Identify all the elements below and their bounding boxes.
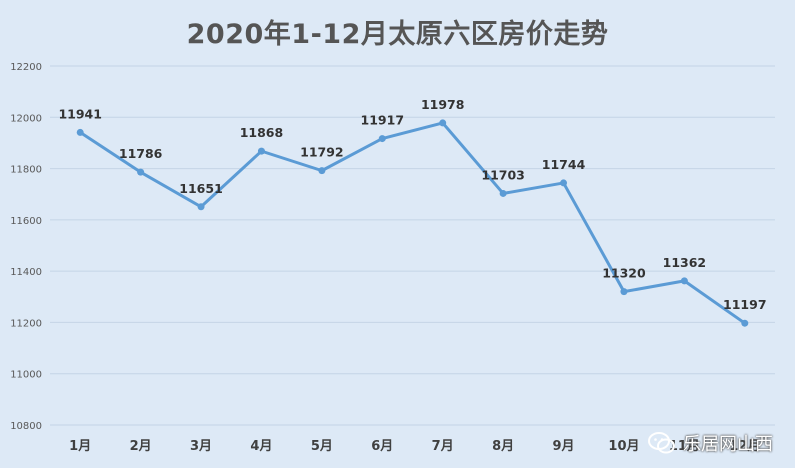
data-label: 11792 [300, 145, 344, 160]
data-label: 11362 [663, 255, 707, 270]
x-tick-label: 8月 [492, 439, 514, 454]
data-point [560, 179, 568, 187]
x-tick-label: 10月 [608, 439, 639, 454]
data-label: 11917 [361, 113, 405, 128]
data-point [439, 119, 447, 127]
y-tick-label: 12000 [10, 113, 42, 124]
data-label: 11651 [179, 181, 223, 196]
watermark: 乐居网山西 [647, 430, 773, 456]
x-tick-label: 1月 [69, 439, 91, 454]
data-label: 11786 [119, 146, 163, 161]
x-tick-label: 5月 [311, 439, 333, 454]
data-label: 11197 [723, 297, 767, 312]
data-label: 11978 [421, 97, 465, 112]
data-point [741, 319, 749, 327]
x-tick-label: 2月 [130, 439, 152, 454]
data-point [499, 189, 507, 197]
y-tick-label: 11000 [10, 370, 42, 381]
y-tick-label: 12200 [10, 62, 42, 73]
x-tick-label: 11月 [669, 439, 700, 454]
x-tick-label: 3月 [190, 439, 212, 454]
x-tick-label: 12月 [729, 439, 760, 454]
data-point [318, 167, 326, 175]
data-point [76, 128, 84, 136]
data-point [137, 168, 145, 176]
y-tick-label: 10800 [10, 421, 42, 432]
data-point [378, 135, 386, 143]
wechat-icon [648, 432, 675, 454]
data-label: 11703 [481, 167, 525, 182]
y-tick-label: 11600 [10, 216, 42, 227]
y-tick-label: 11200 [10, 318, 42, 329]
data-point [257, 147, 265, 155]
data-point [680, 277, 688, 285]
y-tick-label: 11400 [10, 267, 42, 278]
data-label: 11941 [58, 106, 102, 121]
data-label: 11320 [602, 266, 646, 281]
data-point [620, 288, 628, 296]
data-label: 11868 [240, 125, 284, 140]
x-tick-label: 7月 [432, 439, 454, 454]
data-point [197, 203, 205, 211]
series-line [79, 121, 746, 325]
x-tick-label: 4月 [250, 439, 272, 454]
x-tick-label: 9月 [553, 439, 575, 454]
watermark-text: 乐居网山西 [683, 434, 773, 455]
data-label: 11744 [542, 157, 586, 172]
y-tick-label: 11800 [10, 165, 42, 176]
chart-title: 2020年1-12月太原六区房价走势 [186, 19, 609, 50]
x-tick-label: 6月 [371, 439, 393, 454]
